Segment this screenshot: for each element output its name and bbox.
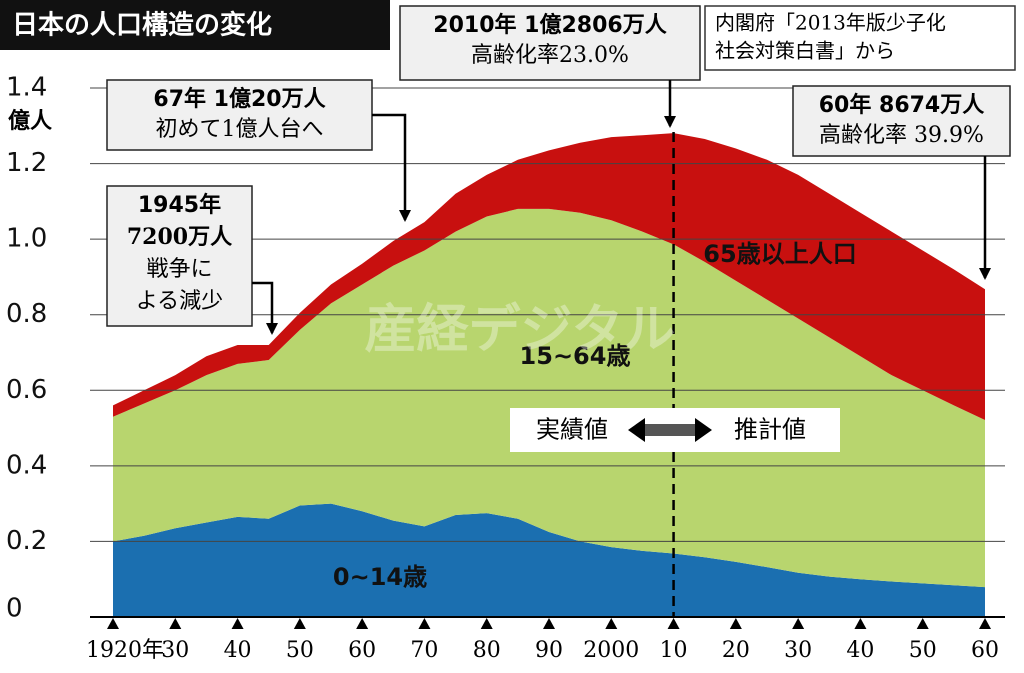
x-tick-mark: [792, 618, 805, 629]
callout-arrowhead: [664, 116, 676, 128]
y-tick-label: 0.4: [6, 450, 47, 480]
area: [113, 133, 985, 420]
x-tick-label: 30: [161, 638, 189, 663]
y-tick-label: 0: [6, 594, 23, 624]
callout-arrowhead: [266, 323, 278, 335]
callout-text: 67年 1億20万人: [153, 86, 325, 112]
callout-box: [792, 85, 1011, 157]
y-tick-label: 1.4: [6, 73, 47, 103]
x-tick-label: 70: [410, 638, 438, 663]
callout-arrow: [372, 113, 407, 220]
source-box: [704, 5, 1016, 71]
phase-label: 実績値: [536, 416, 608, 444]
x-tick-mark: [107, 618, 119, 629]
source-text: 内閣府「2013年版少子化: [715, 11, 946, 35]
callout-text: 戦争に: [146, 257, 212, 282]
y-tick-label: 0.2: [6, 526, 47, 556]
watermark: 産経デジタル: [365, 300, 676, 360]
callout-text: 7200万人: [127, 224, 232, 250]
phase-arrow: [645, 424, 695, 436]
x-tick-mark: [916, 618, 929, 629]
x-tick-label: 30: [784, 638, 812, 663]
source-text: 社会対策白書」から: [715, 39, 895, 63]
x-tick-mark: [667, 618, 680, 629]
callout-box: [106, 79, 373, 151]
callout-text: 高齢化率 39.9%: [819, 123, 984, 148]
series-label: 15~64歳: [520, 342, 631, 370]
x-tick-label: 40: [224, 638, 252, 663]
x-tick-label: 2000: [583, 638, 639, 663]
y-unit: 億人: [8, 108, 52, 134]
series-label: 65歳以上人口: [703, 240, 856, 268]
chart-title: 日本の人口構造の変化: [12, 10, 272, 41]
phase-arrow: [628, 418, 712, 442]
title-box: [0, 0, 390, 50]
x-tick-mark: [605, 618, 618, 629]
x-tick-label: 1920年: [86, 638, 164, 663]
x-tick-label: 60: [348, 638, 376, 663]
y-tick-label: 1.0: [6, 224, 47, 254]
x-tick-label: 50: [909, 638, 937, 663]
area: [113, 503, 985, 617]
callout-text: 初めて1億人台へ: [156, 117, 324, 142]
x-tick-mark: [854, 618, 867, 629]
x-tick-mark: [169, 618, 182, 629]
x-tick-label: 90: [535, 638, 563, 663]
x-tick-mark: [418, 618, 431, 629]
x-tick-label: 20: [722, 638, 750, 663]
callout-arrowhead: [399, 210, 411, 222]
y-tick-label: 0.8: [6, 299, 47, 329]
y-tick-label: 1.2: [6, 148, 47, 178]
x-tick-label: 80: [473, 638, 501, 663]
x-tick-label: 60: [971, 638, 999, 663]
callout-arrowhead: [979, 268, 991, 280]
x-tick-mark: [543, 618, 555, 629]
x-tick-mark: [480, 618, 493, 629]
callout-text: 1945年: [138, 192, 221, 218]
series-label: 0~14歳: [333, 563, 427, 591]
x-tick-label: 50: [286, 638, 314, 663]
x-tick-mark: [231, 618, 244, 629]
callout-arrow: [252, 281, 274, 333]
x-tick-mark: [729, 618, 742, 629]
x-tick-mark: [979, 618, 991, 629]
x-tick-mark: [293, 618, 306, 629]
x-tick-label: 10: [660, 638, 688, 663]
callout-text: よる減少: [136, 289, 223, 314]
callout-box: [106, 185, 253, 327]
phase-label: 推計値: [734, 416, 806, 444]
callout-text: 高齢化率23.0%: [471, 43, 629, 68]
callout-text: 60年 8674万人: [819, 92, 985, 118]
x-tick-mark: [356, 618, 369, 629]
area: [113, 208, 985, 588]
x-tick-label: 40: [846, 638, 874, 663]
y-tick-label: 0.6: [6, 375, 47, 405]
callout-box: [399, 5, 701, 81]
callout-text: 2010年 1億2806万人: [433, 12, 666, 38]
